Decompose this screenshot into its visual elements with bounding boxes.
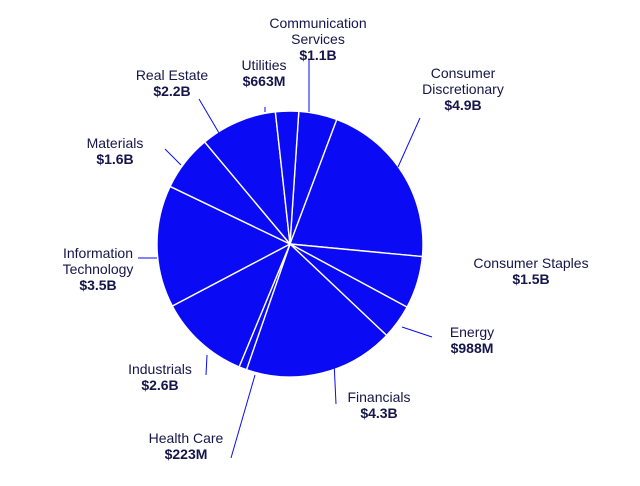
pie-slice: [245, 242, 388, 378]
leader-line: [333, 360, 337, 405]
slice-label: Consumer Staples$1.5B: [473, 255, 588, 287]
slice-label-name: Energy: [450, 324, 494, 340]
pie-slice: [289, 118, 424, 258]
slice-label: Industrials$2.6B: [128, 361, 192, 393]
slice-label-value: $3.5B: [79, 277, 116, 293]
slice-label-name: Consumer Staples: [473, 255, 588, 271]
slice-label-name: Services: [291, 31, 345, 47]
slice-label-value: $2.2B: [153, 83, 190, 99]
pie-slice: [274, 110, 300, 245]
slices-layer: [156, 110, 424, 378]
slice-label-value: $1.6B: [96, 151, 133, 167]
slice-label-name: Materials: [87, 135, 144, 151]
leader-line: [397, 117, 421, 168]
slice-label-name: Health Care: [149, 430, 224, 446]
slice-label-name: Technology: [63, 261, 134, 277]
leader-line: [198, 98, 220, 134]
leader-line: [401, 326, 433, 338]
slice-label-value: $223M: [165, 446, 208, 462]
slice-label-value: $4.9B: [444, 97, 481, 113]
slice-label: Materials$1.6B: [87, 135, 144, 167]
slice-label: Utilities$663M: [241, 57, 286, 89]
slice-label-name: Real Estate: [136, 67, 209, 83]
slice-label-name: Consumer: [431, 65, 496, 81]
slice-label-value: $4.3B: [360, 405, 397, 421]
slice-label: Real Estate$2.2B: [136, 67, 209, 99]
slice-label-name: Industrials: [128, 361, 192, 377]
leader-lines-layer: [138, 60, 433, 459]
slice-label-name: Information: [63, 245, 133, 261]
slice-label-name: Communication: [269, 15, 366, 31]
slice-label-name: Discretionary: [422, 81, 504, 97]
pie-slice: [203, 111, 291, 247]
slice-label: Health Care$223M: [149, 430, 224, 462]
slice-label-value: $988M: [451, 340, 494, 356]
pie-slice: [156, 185, 292, 307]
slice-label-value: $663M: [243, 73, 286, 89]
leader-line: [230, 374, 256, 459]
slice-label: Financials$4.3B: [347, 389, 410, 421]
leader-line: [205, 354, 208, 376]
slice-label: Energy$988M: [450, 324, 494, 356]
slice-label-name: Financials: [347, 389, 410, 405]
pie-slice: [171, 242, 292, 368]
slice-label-value: $1.1B: [299, 47, 336, 63]
slice-label-value: $1.5B: [512, 271, 549, 287]
leader-line: [164, 148, 182, 166]
slice-label-value: $2.6B: [141, 377, 178, 393]
slice-label-name: Utilities: [241, 57, 286, 73]
